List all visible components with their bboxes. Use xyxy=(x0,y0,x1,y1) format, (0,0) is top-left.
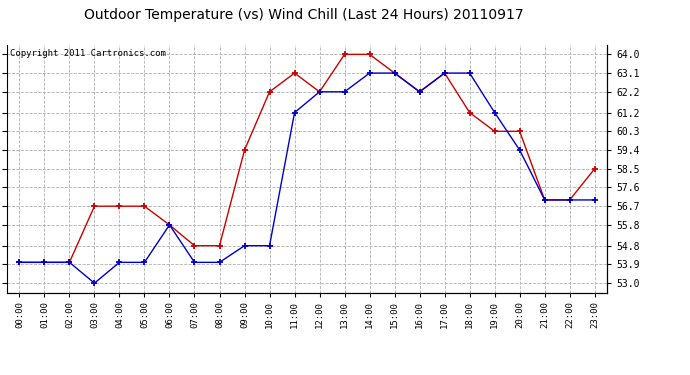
Text: Copyright 2011 Cartronics.com: Copyright 2011 Cartronics.com xyxy=(10,49,166,58)
Text: Outdoor Temperature (vs) Wind Chill (Last 24 Hours) 20110917: Outdoor Temperature (vs) Wind Chill (Las… xyxy=(83,9,524,22)
